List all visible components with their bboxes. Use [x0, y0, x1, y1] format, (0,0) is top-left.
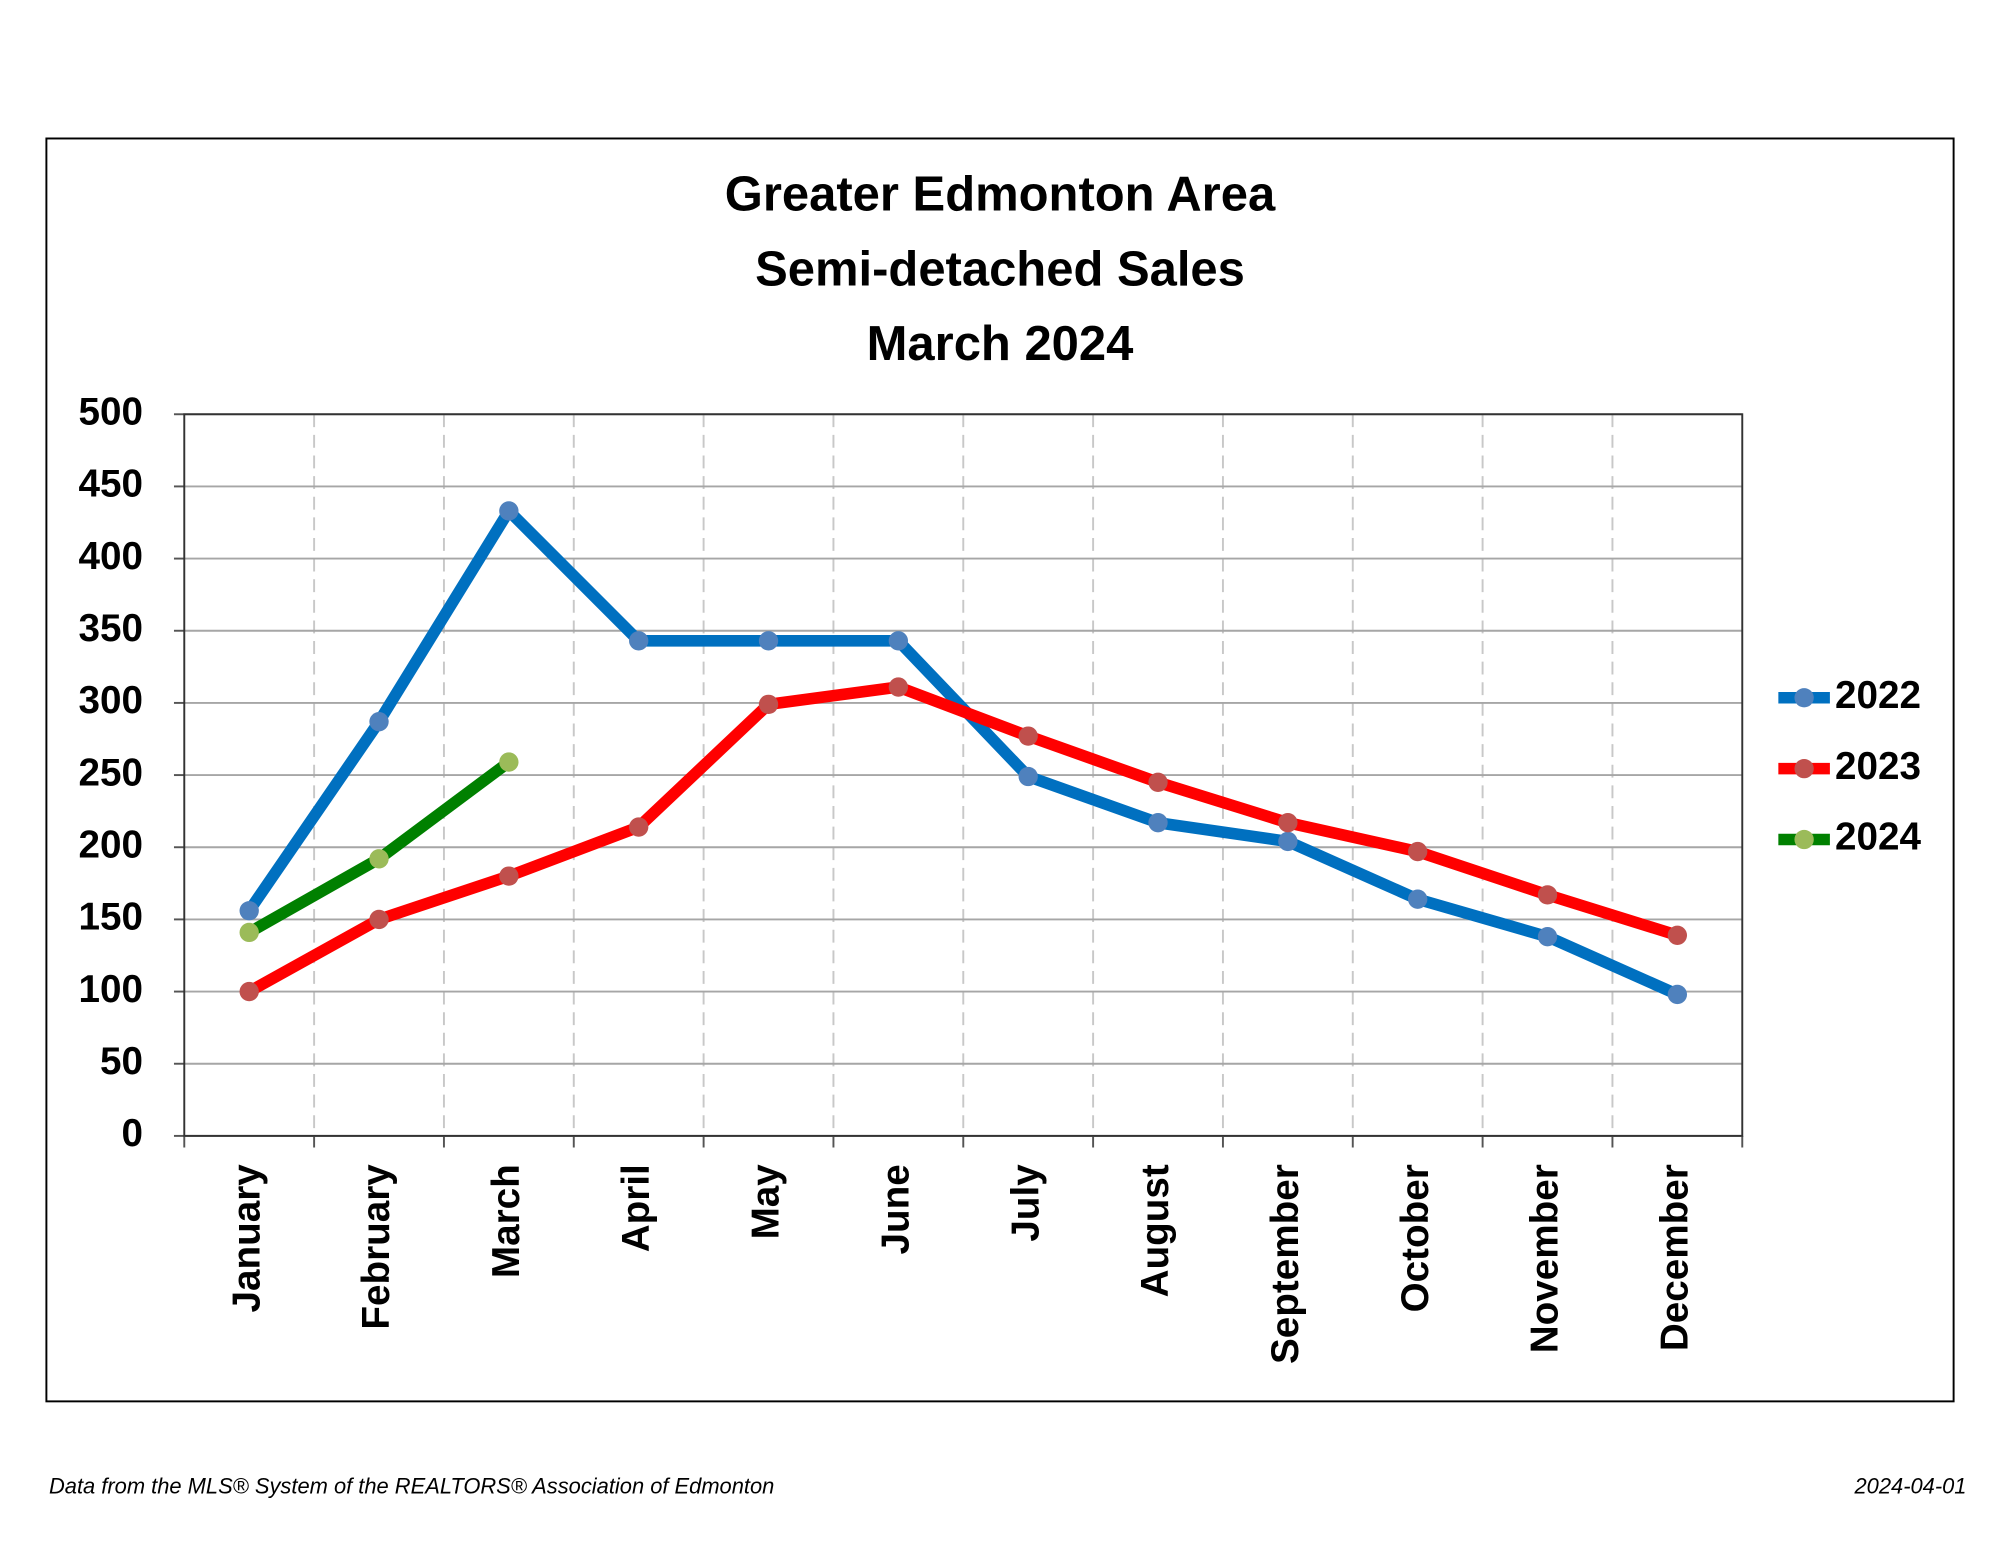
y-tick-label: 50: [100, 1040, 143, 1083]
y-tick-label: 350: [79, 607, 143, 650]
chart-title: Semi-detached Sales: [755, 242, 1245, 296]
data-point: [1278, 813, 1298, 833]
data-point: [499, 752, 519, 772]
data-point: [369, 909, 389, 930]
x-tick-label: October: [1394, 1164, 1437, 1312]
data-point: [1018, 766, 1038, 787]
legend-marker: [1794, 758, 1814, 779]
data-point: [888, 631, 909, 651]
x-tick-label: August: [1134, 1164, 1177, 1297]
y-tick-label: 200: [79, 823, 143, 866]
x-tick-label: April: [615, 1164, 658, 1252]
chart-title: March 2024: [867, 317, 1134, 371]
data-point: [1148, 813, 1168, 833]
y-tick-label: 100: [79, 968, 143, 1011]
x-tick-label: September: [1264, 1164, 1307, 1364]
data-point: [1018, 726, 1038, 746]
data-point: [369, 849, 389, 869]
data-point: [758, 631, 779, 651]
date-note: 2024-04-01: [1854, 1473, 1967, 1498]
data-point: [888, 677, 909, 697]
data-point: [499, 866, 519, 886]
x-tick-label: February: [355, 1164, 398, 1330]
y-tick-label: 400: [79, 535, 143, 578]
data-point: [239, 901, 259, 921]
data-point: [1667, 984, 1688, 1005]
data-point: [1667, 925, 1688, 945]
x-tick-label: March: [485, 1164, 528, 1278]
x-tick-label: July: [1004, 1164, 1047, 1242]
x-tick-label: May: [745, 1164, 788, 1240]
y-tick-label: 0: [122, 1112, 144, 1155]
data-point: [1537, 927, 1558, 947]
data-point: [1278, 831, 1298, 852]
data-point: [629, 817, 649, 837]
x-tick-label: November: [1524, 1164, 1567, 1353]
data-point: [499, 501, 519, 521]
data-point: [1408, 889, 1428, 909]
y-tick-label: 300: [79, 679, 143, 722]
source-note: Data from the MLS® System of the REALTOR…: [49, 1473, 774, 1498]
chart-frame: [45, 137, 1955, 1403]
data-point: [758, 694, 779, 715]
data-point: [369, 712, 389, 732]
chart-title: Greater Edmonton Area: [725, 168, 1276, 222]
legend-marker: [1794, 829, 1814, 850]
y-tick-label: 450: [79, 463, 143, 506]
y-tick-label: 250: [79, 751, 143, 794]
legend-label: 2024: [1835, 816, 1921, 859]
x-tick-label: June: [875, 1164, 918, 1254]
x-tick-label: January: [225, 1164, 268, 1313]
data-point: [1408, 841, 1428, 862]
data-point: [1148, 772, 1168, 792]
legend-label: 2022: [1835, 674, 1921, 717]
data-point: [629, 631, 649, 651]
series-line: [246, 681, 1680, 997]
data-point: [239, 922, 259, 943]
y-tick-label: 500: [79, 390, 143, 433]
plot-area: [183, 413, 1744, 1137]
data-point: [1537, 885, 1558, 905]
legend-label: 2023: [1835, 745, 1921, 788]
x-tick-label: December: [1654, 1164, 1697, 1351]
y-tick-label: 150: [79, 896, 143, 939]
data-point: [239, 981, 259, 1002]
legend-marker: [1794, 688, 1814, 708]
